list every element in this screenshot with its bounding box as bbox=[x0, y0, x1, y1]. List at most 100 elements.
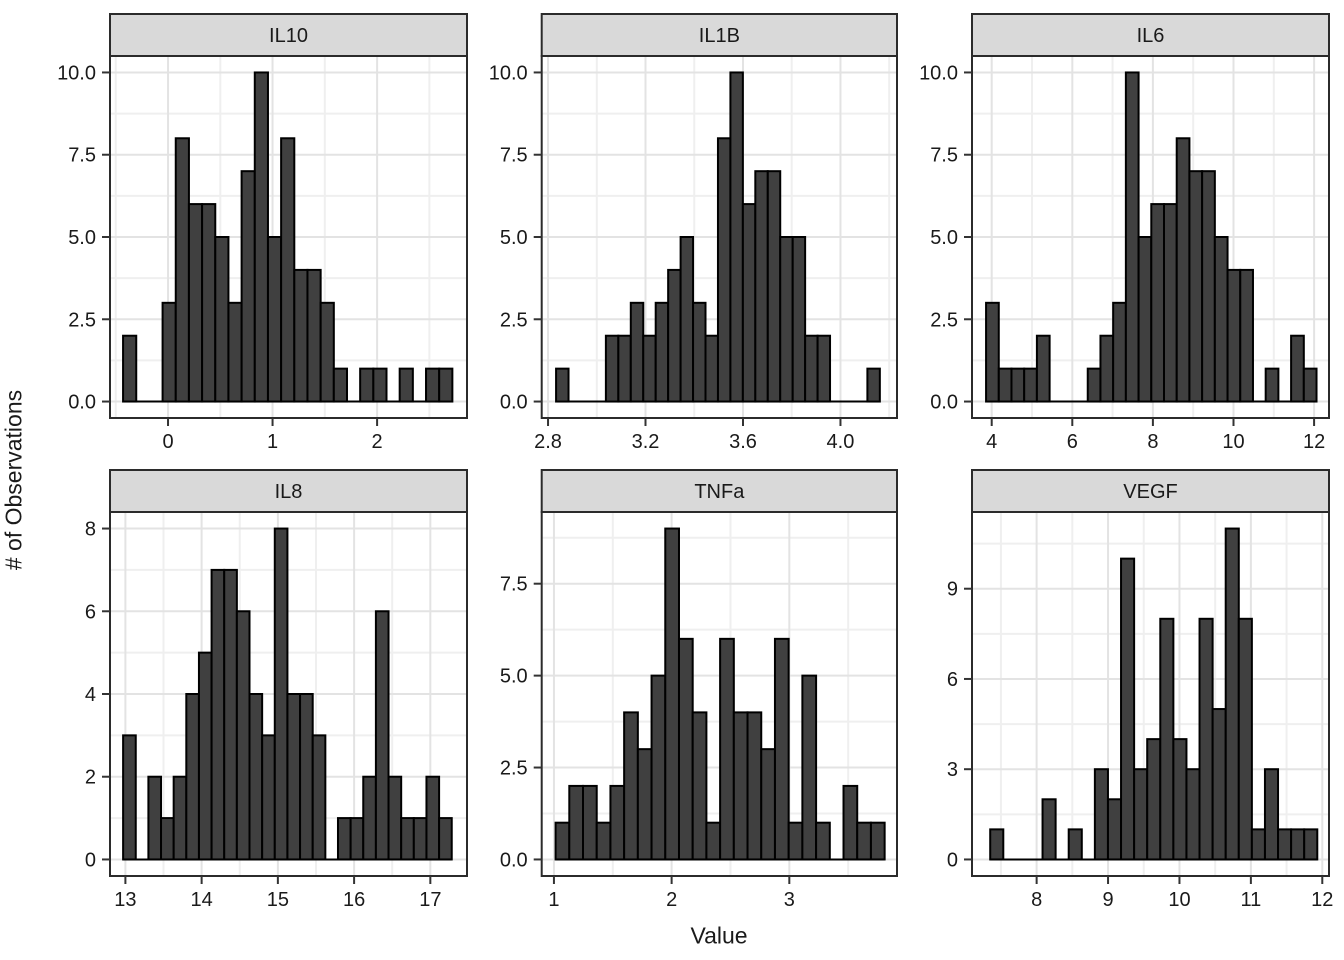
histogram-bar bbox=[636, 748, 653, 861]
y-tick-label: 2.5 bbox=[500, 758, 528, 780]
facet-strip-label: IL8 bbox=[275, 481, 303, 503]
panel-TNFa: 1 2 3 0.0 2.5 5.0 7.5 TNFa bbox=[500, 469, 898, 911]
histogram-bar bbox=[866, 367, 881, 403]
histogram-bar bbox=[240, 170, 256, 403]
histogram-bar bbox=[349, 817, 365, 861]
histogram-bar bbox=[201, 203, 217, 403]
histogram-bar bbox=[741, 203, 757, 403]
histogram-bar bbox=[642, 334, 657, 403]
y-tick-label: 5.0 bbox=[68, 227, 96, 249]
x-tick-label: 8 bbox=[1031, 889, 1042, 911]
histogram-bar bbox=[336, 817, 352, 861]
histogram-bar bbox=[604, 334, 620, 403]
histogram-bar bbox=[210, 568, 226, 861]
y-tick-label: 7.5 bbox=[500, 574, 528, 596]
histogram-bar bbox=[582, 784, 598, 861]
x-tick-label: 10 bbox=[1222, 431, 1244, 453]
histogram-bar bbox=[1041, 798, 1057, 861]
histogram-bar bbox=[869, 821, 886, 861]
histogram-bar bbox=[280, 137, 296, 403]
histogram-bar bbox=[223, 568, 238, 861]
panel-IL8: 13 14 15 16 17 0 2 4 6 8 IL8 bbox=[85, 469, 468, 911]
histogram-bar bbox=[654, 301, 670, 403]
histogram-bar bbox=[253, 71, 269, 403]
histogram-bar bbox=[1198, 617, 1214, 861]
histogram-bar bbox=[679, 236, 695, 403]
histogram-bar bbox=[286, 693, 302, 861]
histogram-bar bbox=[629, 301, 645, 403]
histogram-bar bbox=[555, 367, 570, 403]
histogram-bar bbox=[568, 784, 585, 861]
y-tick-label: 2.5 bbox=[930, 309, 958, 331]
panel-VEGF: 8 9 10 11 12 0 3 6 9 VEGF bbox=[947, 469, 1333, 911]
facet-strip-label: TNFa bbox=[694, 481, 745, 503]
histogram-bar bbox=[1086, 367, 1102, 403]
y-tick-label: 5.0 bbox=[500, 666, 528, 688]
facet-strip-label: IL1B bbox=[699, 25, 740, 47]
x-tick-label: 4.0 bbox=[827, 431, 855, 453]
x-tick-label: 1 bbox=[548, 889, 559, 911]
histogram-bar bbox=[595, 821, 612, 861]
histogram-bar bbox=[667, 268, 682, 403]
histogram-bar bbox=[856, 821, 872, 861]
x-tick-label: 9 bbox=[1102, 889, 1113, 911]
histogram-bar bbox=[1213, 236, 1229, 403]
histogram-bar bbox=[692, 301, 707, 403]
y-tick-label: 5.0 bbox=[500, 227, 528, 249]
histogram-bar bbox=[1137, 236, 1153, 403]
histogram-bar bbox=[719, 637, 735, 861]
histogram-bar bbox=[804, 334, 819, 403]
histogram-bar bbox=[815, 821, 831, 861]
x-tick-label: 17 bbox=[419, 889, 441, 911]
histogram-bar bbox=[554, 821, 571, 861]
x-tick-label: 1 bbox=[267, 431, 278, 453]
x-tick-label: 15 bbox=[267, 889, 289, 911]
histogram-bar bbox=[716, 137, 732, 403]
histogram-bar bbox=[122, 734, 137, 861]
histogram-bar bbox=[160, 817, 175, 861]
x-tick-label: 11 bbox=[1240, 889, 1261, 911]
histogram-bar bbox=[1263, 768, 1280, 861]
x-tick-label: 2.8 bbox=[534, 431, 562, 453]
histogram-bar bbox=[1290, 828, 1306, 861]
x-axis-title: Value bbox=[690, 922, 748, 949]
histogram-bar bbox=[1099, 334, 1115, 403]
facet-strip bbox=[109, 13, 468, 57]
facet-strip-label: VEGF bbox=[1123, 481, 1177, 503]
x-tick-label: 3.6 bbox=[729, 431, 757, 453]
histogram-bar bbox=[1302, 367, 1318, 403]
x-tick-label: 8 bbox=[1147, 431, 1158, 453]
histogram-bar bbox=[760, 748, 776, 861]
histogram-bar bbox=[172, 775, 188, 861]
histogram-bar bbox=[362, 775, 377, 861]
x-tick-label: 14 bbox=[191, 889, 213, 911]
x-tick-label: 0 bbox=[162, 431, 173, 453]
histogram-bar bbox=[1035, 334, 1051, 403]
x-tick-label: 6 bbox=[1067, 431, 1078, 453]
panel-IL10: 0 1 2 0.0 2.5 5.0 7.5 10.0 IL10 bbox=[57, 13, 468, 453]
histogram-bar bbox=[746, 711, 763, 861]
facet-strip-label: IL10 bbox=[269, 25, 308, 47]
histogram-bar bbox=[1290, 334, 1305, 403]
facet-strip bbox=[109, 469, 468, 513]
histogram-bar bbox=[332, 367, 348, 403]
y-tick-label: 0.0 bbox=[500, 849, 528, 871]
histogram-bar bbox=[801, 674, 818, 861]
histogram-bar bbox=[1239, 268, 1254, 403]
histogram-bar bbox=[1124, 71, 1140, 403]
histogram-bar bbox=[398, 367, 414, 403]
histogram-bar bbox=[299, 693, 314, 861]
histogram-bar bbox=[359, 367, 375, 403]
x-tick-label: 2 bbox=[372, 431, 383, 453]
histogram-bar bbox=[311, 734, 327, 861]
histogram-bar bbox=[1163, 203, 1178, 403]
histogram-bar bbox=[754, 170, 769, 403]
histogram-bar bbox=[122, 334, 138, 403]
histogram-bar bbox=[197, 651, 213, 861]
histogram-bar bbox=[729, 71, 744, 403]
y-tick-label: 8 bbox=[85, 519, 96, 541]
histogram-bar bbox=[609, 784, 626, 861]
x-tick-label: 13 bbox=[114, 889, 136, 911]
y-tick-label: 2 bbox=[85, 767, 96, 789]
